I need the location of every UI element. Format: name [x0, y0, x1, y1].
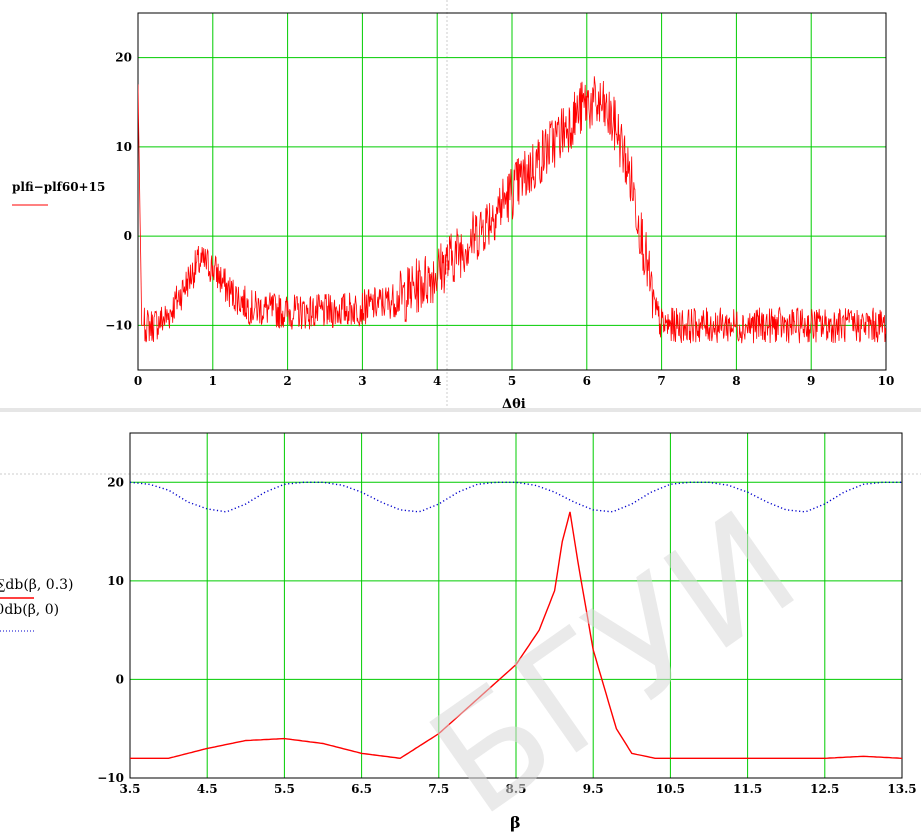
x-tick-label: 4 — [433, 374, 441, 388]
y-tick-label: 20 — [115, 51, 132, 65]
y-tick-label: 10 — [107, 574, 124, 588]
plot-frame — [137, 12, 887, 371]
x-tick-label: 3.5 — [120, 782, 141, 796]
series-line-1 — [130, 511, 902, 760]
x-tick-label: 0 — [134, 374, 142, 388]
legend-label-bottom-series-2: P0db(β, 0) — [0, 602, 59, 618]
legend-label-bottom-series-1: P∑db(β, 0.3) — [0, 577, 74, 593]
x-tick-label: 1 — [209, 374, 217, 388]
x-tick-label: 9 — [807, 374, 815, 388]
x-tick-label: 13.5 — [887, 782, 916, 796]
x-tick-label: 10.5 — [656, 782, 685, 796]
watermark-text: БГУИ — [401, 479, 827, 839]
chart-top: 0 1 2 3 4 5 6 7 8 9 10 20 10 0 −10 — [105, 12, 895, 388]
x-axis-label-bottom: β — [510, 813, 521, 832]
x-tick-label: 8.5 — [506, 782, 527, 796]
x-tick-label: 5 — [508, 374, 516, 388]
x-tick-label: 10 — [878, 374, 895, 388]
x-tick-label: 6.5 — [351, 782, 372, 796]
x-tick-label: 8 — [732, 374, 740, 388]
x-tick-label: 7 — [657, 374, 665, 388]
x-tick-label: 7.5 — [428, 782, 449, 796]
series-line-2 — [130, 481, 902, 513]
series-line-1 — [138, 76, 886, 344]
chart-bottom: 3.5 4.5 5.5 6.5 7.5 8.5 9.5 10.5 11.5 12.5 13.5 20 1… — [97, 432, 917, 796]
y-tick-label: −10 — [105, 318, 132, 332]
x-tick-label: 3 — [358, 374, 366, 388]
plot-frame — [129, 432, 903, 779]
y-tick-label: 0 — [116, 672, 124, 686]
y-tick-label: 20 — [107, 475, 124, 489]
y-tick-label: 10 — [115, 140, 132, 154]
y-tick-label: −10 — [97, 771, 124, 785]
x-tick-label: 12.5 — [810, 782, 839, 796]
x-tick-label: 5.5 — [274, 782, 295, 796]
x-tick-label: 4.5 — [197, 782, 218, 796]
x-tick-label: 9.5 — [583, 782, 604, 796]
x-tick-label: 2 — [283, 374, 291, 388]
x-tick-label: 11.5 — [733, 782, 762, 796]
y-tick-label: 0 — [124, 229, 132, 243]
legend-label-top-series: plfi−plf60+15 — [12, 180, 105, 194]
x-axis-label-top: Δθi — [502, 397, 526, 412]
x-tick-label: 6 — [583, 374, 591, 388]
